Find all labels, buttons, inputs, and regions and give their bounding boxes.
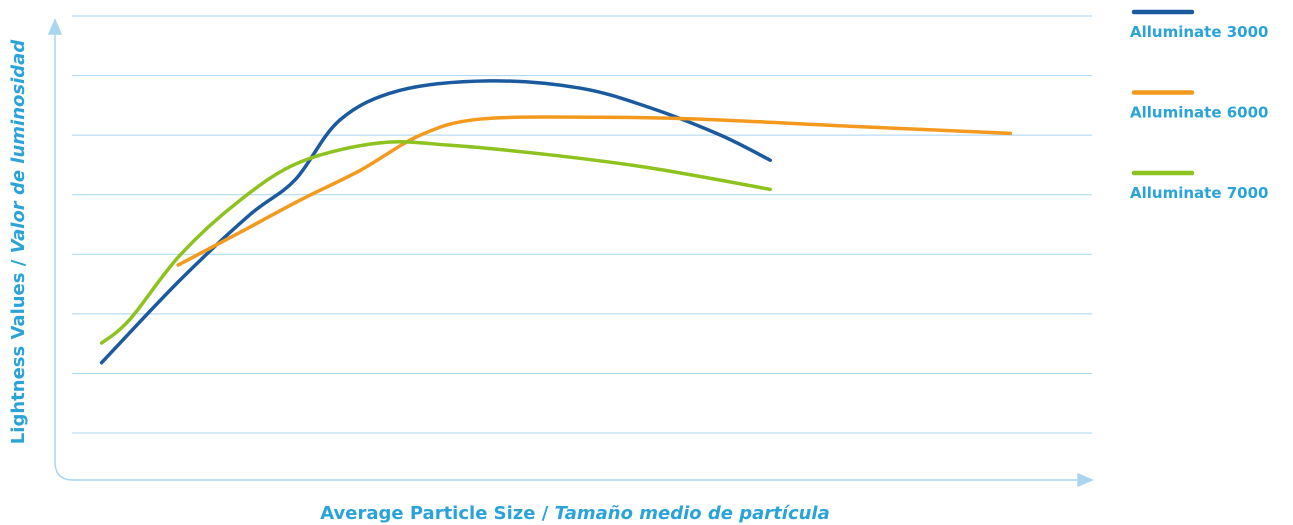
y-label-italic: Valor de luminosidad xyxy=(8,39,29,254)
legend-label: Alluminate 3000 xyxy=(1130,23,1268,41)
axis-lines xyxy=(54,30,1085,481)
series-line xyxy=(176,115,1013,267)
y-axis-label: Lightness Values / Valor de luminosidad xyxy=(8,39,29,445)
y-arrow xyxy=(47,18,63,35)
series-line xyxy=(99,140,772,345)
x-label-main: Average Particle Size / xyxy=(320,503,554,524)
axes xyxy=(47,18,1094,488)
legend-label: Alluminate 7000 xyxy=(1130,184,1268,202)
series-line xyxy=(99,79,772,365)
x-arrow xyxy=(1077,472,1094,488)
legend-label: Alluminate 6000 xyxy=(1130,104,1268,122)
y-label-main: Lightness Values / xyxy=(8,253,29,444)
x-axis-label: Average Particle Size / Tamaño medio de … xyxy=(320,503,830,524)
x-label-italic: Tamaño medio de partícula xyxy=(555,503,830,524)
